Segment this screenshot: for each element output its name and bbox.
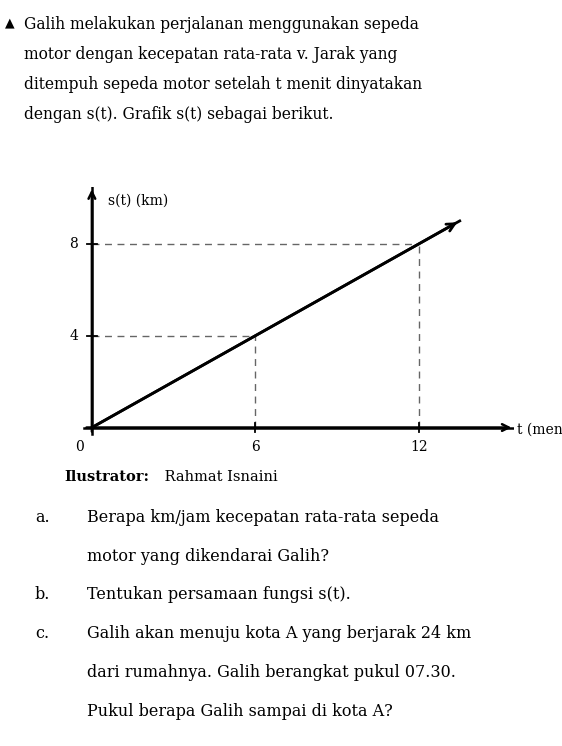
Text: s(t) (km): s(t) (km) xyxy=(108,193,169,207)
Text: Galih melakukan perjalanan menggunakan sepeda: Galih melakukan perjalanan menggunakan s… xyxy=(24,16,419,34)
Text: 12: 12 xyxy=(410,440,428,454)
Text: a.: a. xyxy=(35,509,49,526)
Text: motor dengan kecepatan rata-rata v. Jarak yang: motor dengan kecepatan rata-rata v. Jara… xyxy=(24,46,397,63)
Text: t (menit): t (menit) xyxy=(517,423,562,437)
Text: 0: 0 xyxy=(75,440,84,454)
Text: Tentukan persamaan fungsi s(t).: Tentukan persamaan fungsi s(t). xyxy=(87,586,351,604)
Text: Berapa km/jam kecepatan rata-rata sepeda: Berapa km/jam kecepatan rata-rata sepeda xyxy=(87,509,439,526)
Text: 4: 4 xyxy=(69,329,78,342)
Text: c.: c. xyxy=(35,625,49,642)
Text: dari rumahnya. Galih berangkat pukul 07.30.: dari rumahnya. Galih berangkat pukul 07.… xyxy=(87,664,456,681)
Text: Pukul berapa Galih sampai di kota A?: Pukul berapa Galih sampai di kota A? xyxy=(87,703,393,720)
Text: b.: b. xyxy=(35,586,50,604)
Text: 6: 6 xyxy=(251,440,260,454)
Text: Galih akan menuju kota A yang berjarak 24 km: Galih akan menuju kota A yang berjarak 2… xyxy=(87,625,472,642)
Text: dengan s(t). Grafik s(t) sebagai berikut.: dengan s(t). Grafik s(t) sebagai berikut… xyxy=(24,106,333,123)
Text: Ilustrator:: Ilustrator: xyxy=(65,470,149,484)
Text: 8: 8 xyxy=(70,237,78,251)
Text: Rahmat Isnaini: Rahmat Isnaini xyxy=(160,470,278,484)
Text: motor yang dikendarai Galih?: motor yang dikendarai Galih? xyxy=(87,548,329,565)
Text: ditempuh sepeda motor setelah t menit dinyatakan: ditempuh sepeda motor setelah t menit di… xyxy=(24,76,421,93)
Text: ▲: ▲ xyxy=(4,16,14,29)
